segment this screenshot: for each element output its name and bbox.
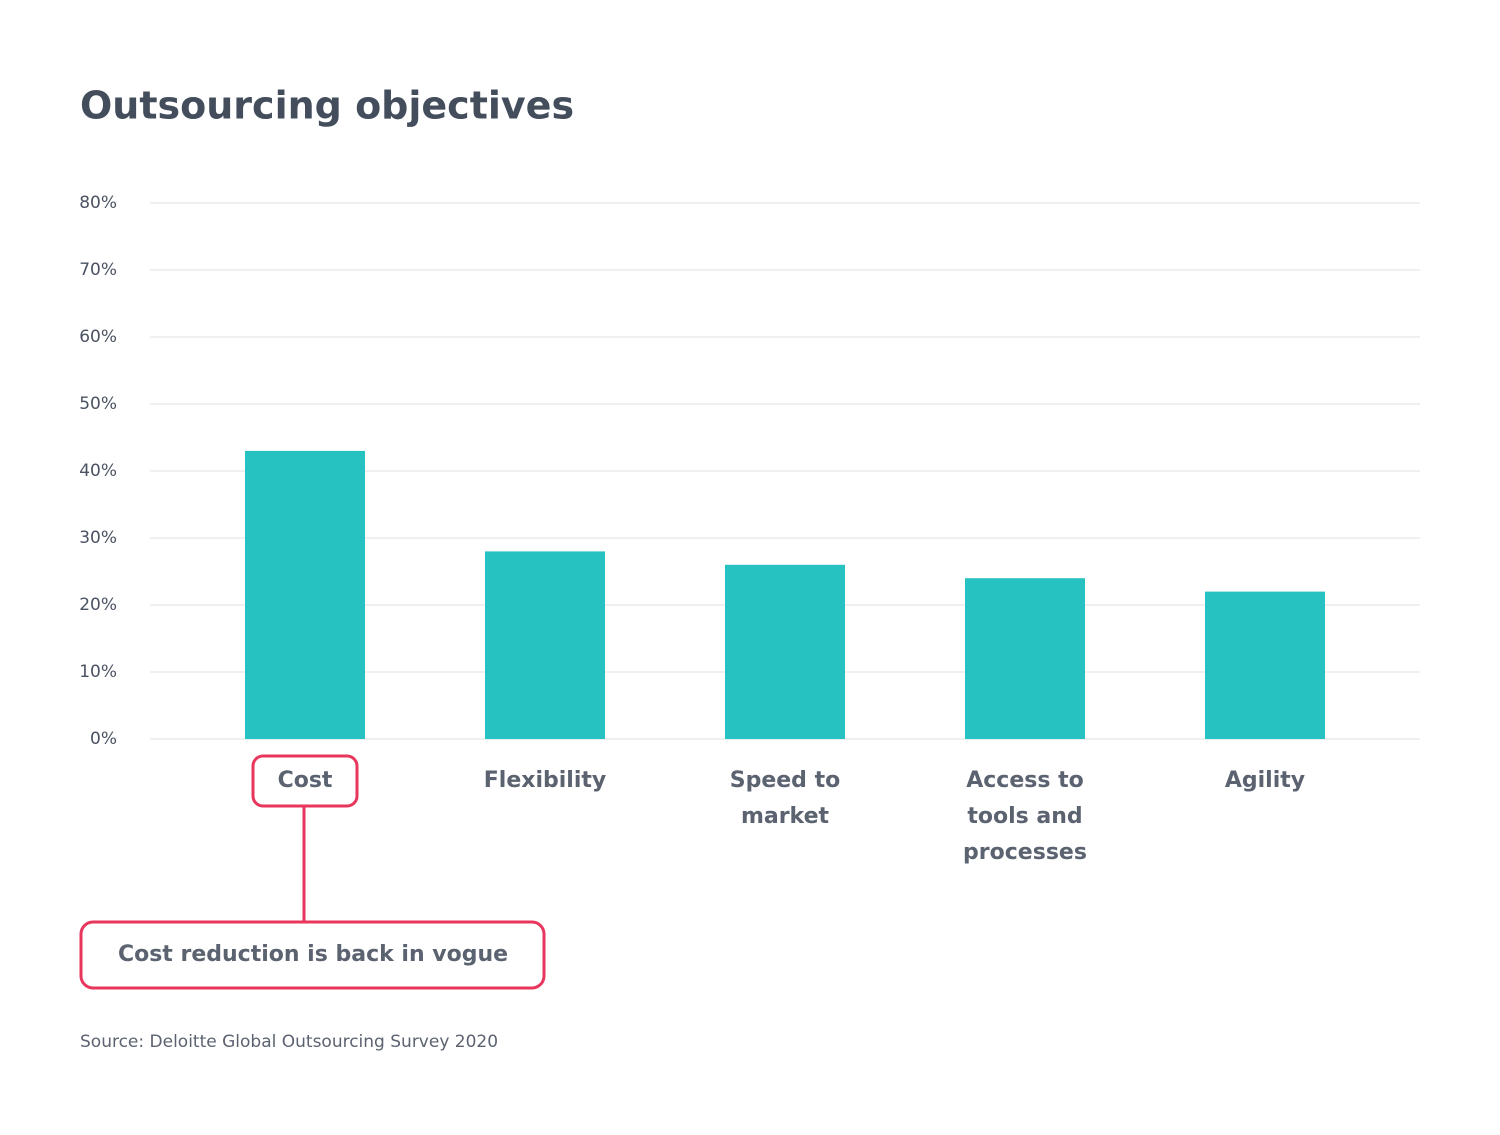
bar <box>485 551 605 739</box>
bar <box>725 564 845 739</box>
y-tick-label: 40% <box>79 461 117 481</box>
y-tick-label: 30% <box>79 528 117 548</box>
y-tick-label: 80% <box>79 193 117 213</box>
y-tick-label: 20% <box>79 595 117 615</box>
annotation-box <box>79 920 546 990</box>
x-tick-label: Access to tools and processes <box>963 768 1087 865</box>
source: Source: Deloitte Global Outsourcing Surv… <box>80 1032 498 1052</box>
bar <box>965 578 1085 739</box>
y-tick-label: 60% <box>79 327 117 347</box>
chart-title: Outsourcing objectives <box>80 84 574 128</box>
bar <box>1205 591 1325 739</box>
y-tick-label: 0% <box>90 729 117 749</box>
bar <box>245 450 365 739</box>
y-tick-label: 50% <box>79 394 117 414</box>
x-tick-label: Agility <box>1224 768 1306 793</box>
annotation: Cost reduction is back in vogue <box>118 942 508 967</box>
x-tick-label: Cost <box>277 768 333 793</box>
y-tick-label: 10% <box>79 662 117 682</box>
x-tick-label: Speed to market <box>729 768 841 829</box>
x-tick-label: Flexibility <box>483 768 607 793</box>
y-tick-label: 70% <box>79 260 117 280</box>
